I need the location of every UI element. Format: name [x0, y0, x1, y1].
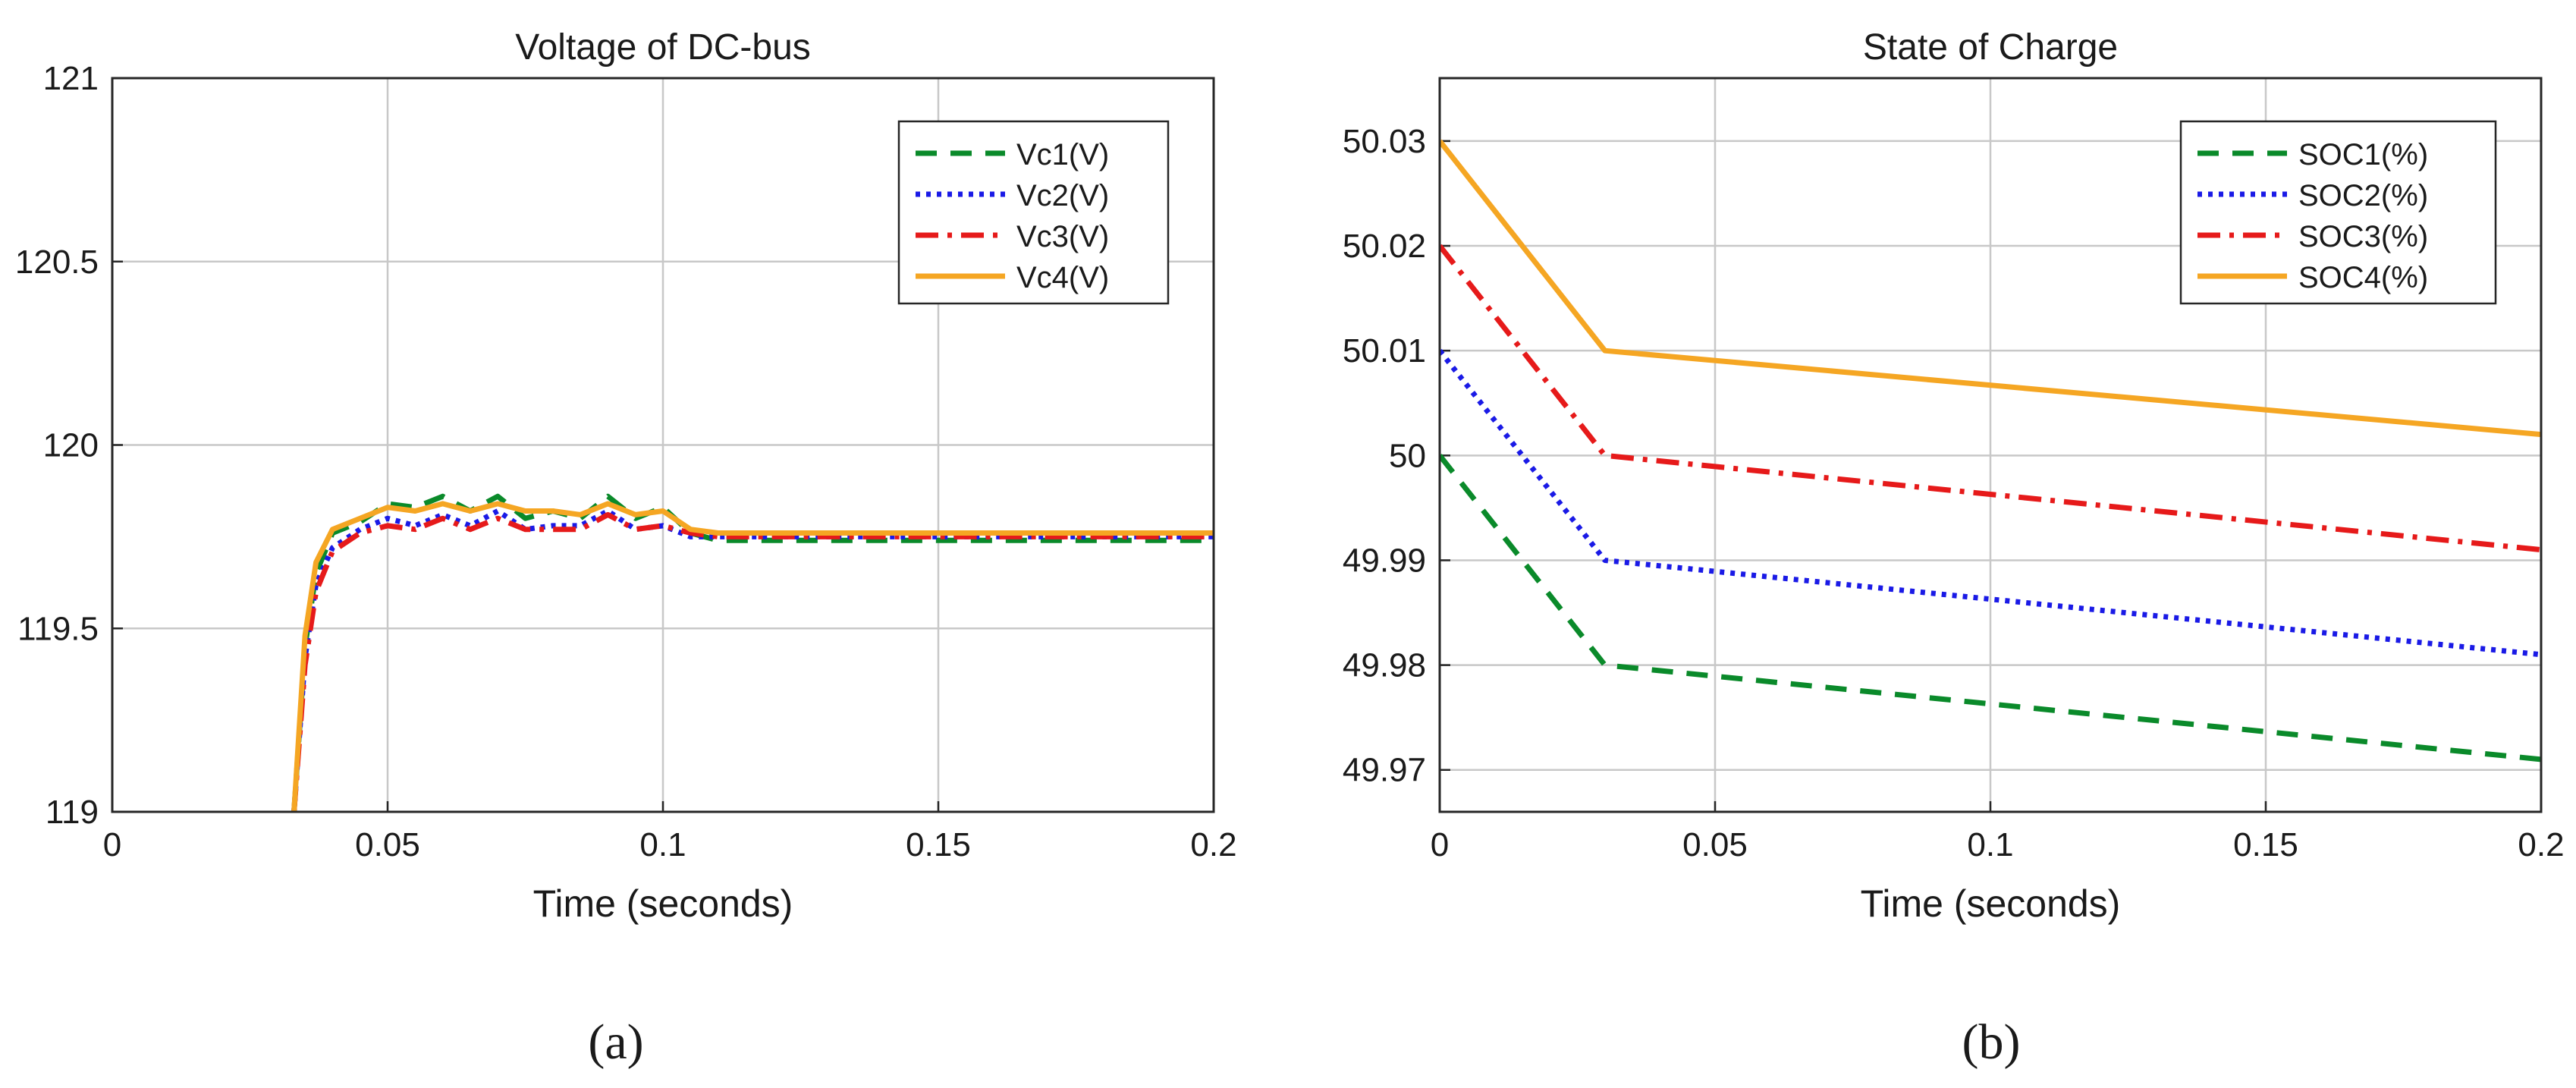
x-tick-label: 0.2	[1190, 826, 1236, 863]
y-tick-label: 119	[46, 794, 99, 831]
x-tick-label: 0.05	[355, 826, 420, 863]
y-tick-label: 120	[43, 427, 99, 464]
legend-label: SOC3(%)	[2298, 220, 2428, 253]
chart-title: Voltage of DC-bus	[515, 27, 811, 68]
x-axis-label: Time (seconds)	[1861, 882, 2121, 925]
chart-panel-1: 0 0.05 0.1 0.15 0.2 119 119.5 120 120.5 121 Voltag…	[15, 27, 1237, 1070]
y-tick-label: 49.98	[1343, 647, 1426, 684]
x-tick-label: 0.2	[2518, 826, 2564, 863]
y-tick-label: 50.02	[1343, 228, 1426, 265]
axes-frame	[1438, 77, 2543, 813]
x-tick-label: 0.15	[906, 826, 971, 863]
x-tick-label: 0	[1431, 826, 1449, 863]
x-tick-label: 0.1	[1967, 826, 2013, 863]
legend-label: Vc3(V)	[1016, 220, 1109, 253]
y-tick-label: 50.01	[1343, 332, 1426, 369]
y-tick-label: 50	[1389, 437, 1426, 474]
series-line-4	[1440, 139, 2541, 438]
x-axis-label: Time (seconds)	[533, 882, 793, 925]
series-line-1	[1440, 454, 2541, 763]
legend: Vc1(V) Vc2(V) Vc3(V) Vc4(V)	[897, 120, 1170, 305]
panel-caption: (a)	[588, 1014, 643, 1070]
chart-title: State of Charge	[1863, 27, 2118, 68]
legend-label: SOC1(%)	[2298, 138, 2428, 171]
x-tick-label: 0	[103, 826, 121, 863]
legend-label: Vc2(V)	[1016, 179, 1109, 212]
y-tick-label: 49.97	[1343, 752, 1426, 789]
x-tick-label: 0.1	[639, 826, 686, 863]
series-line-2	[1440, 349, 2541, 658]
panel-caption: (b)	[1962, 1014, 2021, 1070]
series-line-4	[291, 501, 1214, 812]
y-tick-label: 49.99	[1343, 542, 1426, 579]
x-tick-label: 0.15	[2233, 826, 2298, 863]
legend-box	[897, 120, 1170, 305]
series-line-3	[291, 511, 1214, 812]
y-tick-label: 120.5	[15, 244, 99, 281]
y-tick-label: 50.03	[1343, 123, 1426, 160]
legend-label: SOC4(%)	[2298, 261, 2428, 294]
y-tick-label: 121	[43, 60, 99, 97]
legend: SOC1(%) SOC2(%) SOC3(%) SOC4(%)	[2179, 120, 2497, 305]
legend-label: Vc4(V)	[1016, 261, 1109, 294]
legend-label: SOC2(%)	[2298, 179, 2428, 212]
y-tick-label: 119.5	[17, 610, 99, 647]
x-tick-label: 0.05	[1682, 826, 1748, 863]
legend-label: Vc1(V)	[1016, 138, 1109, 171]
axes-frame	[111, 77, 1215, 813]
chart-panel-2: 0 0.05 0.1 0.15 0.2 49.97 49.98 49.99 50 50.01 50.…	[1343, 27, 2565, 1070]
